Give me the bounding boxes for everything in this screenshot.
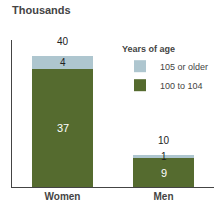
svg-text:4: 4 [60,57,66,68]
svg-text:Thousands: Thousands [12,4,71,16]
svg-text:Years of age: Years of age [122,44,175,54]
svg-text:10: 10 [158,135,170,146]
svg-text:100 to 104: 100 to 104 [160,81,203,91]
svg-text:105 or older: 105 or older [160,62,208,72]
svg-text:9: 9 [161,167,167,179]
svg-text:37: 37 [57,122,69,134]
svg-text:Women: Women [45,191,81,202]
svg-text:40: 40 [57,36,69,47]
svg-text:1: 1 [161,151,167,162]
svg-text:Men: Men [154,191,174,202]
